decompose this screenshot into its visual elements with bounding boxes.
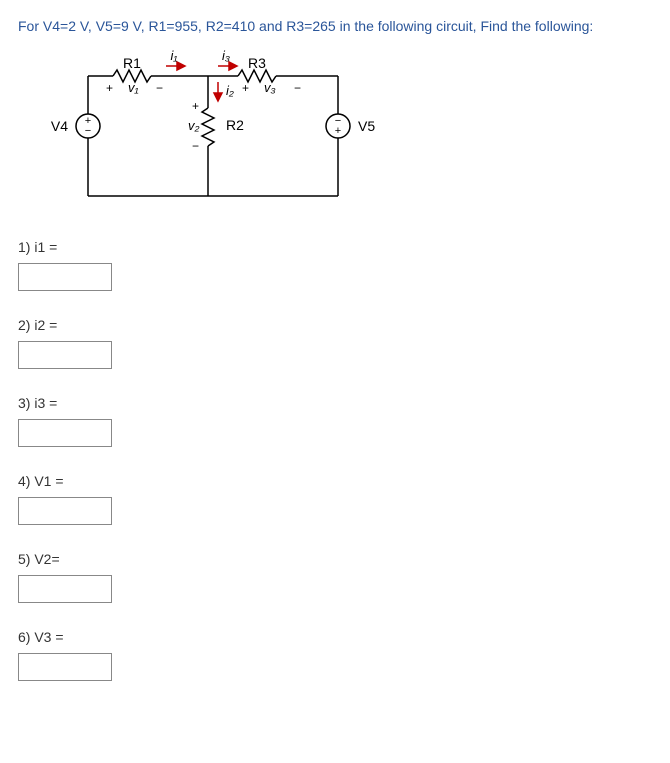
label-v2: v₂ <box>188 118 200 133</box>
v3-minus: − <box>294 81 301 95</box>
question-text: For V4=2 V, V5=9 V, R1=955, R2=410 and R… <box>18 18 652 34</box>
answer-input-i3[interactable] <box>18 419 112 447</box>
subquestion-3: 3) i3 = <box>18 395 652 447</box>
label-i1: i₁ <box>171 48 178 63</box>
label-v3: v₃ <box>264 80 276 95</box>
label-v1: v₁ <box>128 80 139 95</box>
subq-label: 4) V1 = <box>18 473 652 489</box>
subquestion-5: 5) V2= <box>18 551 652 603</box>
v5-plus: + <box>335 125 341 137</box>
answer-input-v1[interactable] <box>18 497 112 525</box>
label-i2: i₂ <box>226 83 234 98</box>
v1-plus: + <box>106 81 113 95</box>
v1-minus: − <box>156 81 163 95</box>
label-v4: V4 <box>51 118 68 134</box>
label-r3: R3 <box>248 55 266 71</box>
subquestion-4: 4) V1 = <box>18 473 652 525</box>
subquestion-2: 2) i2 = <box>18 317 652 369</box>
answer-input-v3[interactable] <box>18 653 112 681</box>
v2-plus: + <box>192 99 199 113</box>
subq-label: 5) V2= <box>18 551 652 567</box>
subq-label: 6) V3 = <box>18 629 652 645</box>
subq-label: 2) i2 = <box>18 317 652 333</box>
answer-input-i1[interactable] <box>18 263 112 291</box>
answer-input-v2[interactable] <box>18 575 112 603</box>
subquestion-1: 1) i1 = <box>18 239 652 291</box>
label-r2: R2 <box>226 117 244 133</box>
v3-plus: + <box>242 81 249 95</box>
v4-minus: − <box>85 125 91 137</box>
subquestion-6: 6) V3 = <box>18 629 652 681</box>
label-r1: R1 <box>123 55 141 71</box>
label-v5: V5 <box>358 118 375 134</box>
answer-input-i2[interactable] <box>18 341 112 369</box>
v2-minus: − <box>192 139 199 153</box>
subq-label: 1) i1 = <box>18 239 652 255</box>
label-i3: i₃ <box>222 48 230 63</box>
subq-label: 3) i3 = <box>18 395 652 411</box>
circuit-diagram: + − − + V4 V5 R1 R3 R2 i₁ i₃ i₂ + v₁ − +… <box>38 46 398 206</box>
